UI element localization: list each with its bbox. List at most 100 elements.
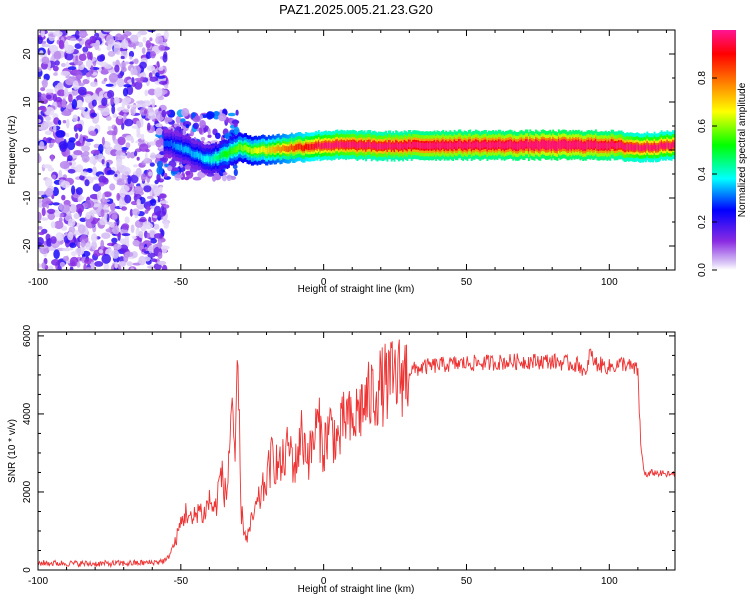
onset-speckle (156, 166, 163, 175)
noise-speckle (75, 203, 84, 214)
ridge-cell (472, 142, 475, 149)
noise-speckle (44, 116, 52, 121)
onset-speckle (233, 168, 238, 177)
onset-speckle (222, 172, 228, 176)
noise-speckle (106, 221, 112, 225)
ridge-cell (195, 151, 197, 158)
noise-speckle (102, 112, 110, 116)
ridge-cell (340, 141, 343, 147)
ridge-cell (427, 143, 430, 150)
ridge-cell (367, 141, 370, 148)
noise-speckle (90, 112, 97, 118)
ridge-cell (256, 148, 259, 154)
ridge-cell (286, 146, 289, 153)
noise-speckle (111, 237, 118, 244)
ridge-cell (636, 143, 639, 150)
ridge-cell (635, 144, 637, 151)
noise-speckle (98, 249, 104, 254)
ridge-cell (450, 143, 453, 149)
ridge-cell (629, 144, 632, 150)
noise-speckle (149, 162, 155, 167)
ridge-cell (380, 143, 383, 150)
ridge-cell (440, 142, 443, 149)
ridge-cell (495, 141, 497, 148)
noise-speckle (126, 85, 134, 96)
noise-speckle (107, 90, 115, 99)
ridge-cell (337, 142, 340, 149)
noise-speckle (80, 240, 86, 248)
noise-speckle (144, 109, 147, 115)
noise-speckle (38, 237, 44, 246)
noise-speckle (123, 84, 132, 88)
noise-speckle (58, 141, 68, 150)
noise-speckle (84, 200, 95, 209)
ridge-cell (583, 143, 586, 149)
noise-speckle (64, 52, 74, 61)
onset-speckle (207, 134, 212, 138)
ridge-cell (300, 144, 303, 151)
ridge-cell (429, 142, 432, 149)
ridge-cell (593, 142, 596, 149)
ridge-cell (203, 156, 206, 162)
noise-speckle (114, 173, 118, 177)
noise-speckle (58, 119, 62, 126)
ridge-cell (415, 142, 417, 148)
ridge-cell (637, 144, 640, 151)
ridge-cell (577, 141, 580, 148)
ridge-cell (163, 140, 166, 147)
ridge-cell (630, 144, 633, 150)
ridge-cell (550, 143, 553, 149)
ridge-cell (606, 143, 609, 150)
noise-speckle (142, 36, 147, 43)
noise-speckle (103, 77, 108, 82)
ridge-cell (357, 142, 360, 149)
ridge-cell (252, 148, 255, 155)
noise-speckle (138, 42, 144, 48)
noise-speckle (68, 93, 73, 103)
noise-speckle (148, 245, 153, 254)
ridge-cell (432, 143, 435, 149)
ridge-cell (400, 142, 403, 149)
noise-speckle (158, 66, 164, 71)
noise-speckle (104, 141, 111, 148)
noise-speckle (133, 66, 137, 76)
noise-speckle (163, 30, 169, 40)
noise-speckle (132, 164, 138, 168)
ridge-cell (225, 151, 227, 157)
noise-speckle (117, 136, 126, 146)
noise-speckle (38, 124, 48, 131)
ridge-cell (640, 145, 643, 151)
y-tick-label: 10 (22, 96, 33, 108)
noise-speckle (133, 43, 136, 50)
ridge-cell (306, 144, 309, 150)
noise-speckle (58, 169, 62, 177)
y-tick-label: -10 (22, 190, 33, 205)
ridge-cell (449, 141, 452, 148)
ridge-cell (330, 143, 333, 150)
ridge-cell (226, 151, 229, 158)
noise-speckle (78, 32, 89, 37)
noise-speckle (127, 175, 132, 185)
noise-speckle (54, 210, 61, 218)
ridge-cell (170, 140, 173, 146)
ridge-cell (459, 140, 462, 147)
noise-speckle (96, 96, 101, 101)
noise-speckle (139, 107, 149, 116)
ridge-cell (185, 146, 187, 152)
noise-speckle (82, 151, 90, 157)
ridge-cell (447, 143, 450, 149)
ridge-cell (260, 146, 263, 153)
onset-speckle (185, 124, 190, 129)
ridge-cell (193, 151, 196, 158)
noise-speckle (59, 161, 70, 169)
ridge-cell (168, 141, 170, 147)
ridge-cell (312, 143, 315, 150)
noise-speckle (148, 72, 153, 79)
noise-speckle (44, 130, 53, 136)
noise-speckle (45, 187, 53, 198)
noise-speckle (130, 267, 135, 270)
spectrogram-y-axis-label: Frequency (Hz) (7, 116, 18, 185)
noise-speckle (157, 251, 163, 259)
ridge-cell (382, 143, 385, 150)
noise-speckle (38, 190, 46, 196)
